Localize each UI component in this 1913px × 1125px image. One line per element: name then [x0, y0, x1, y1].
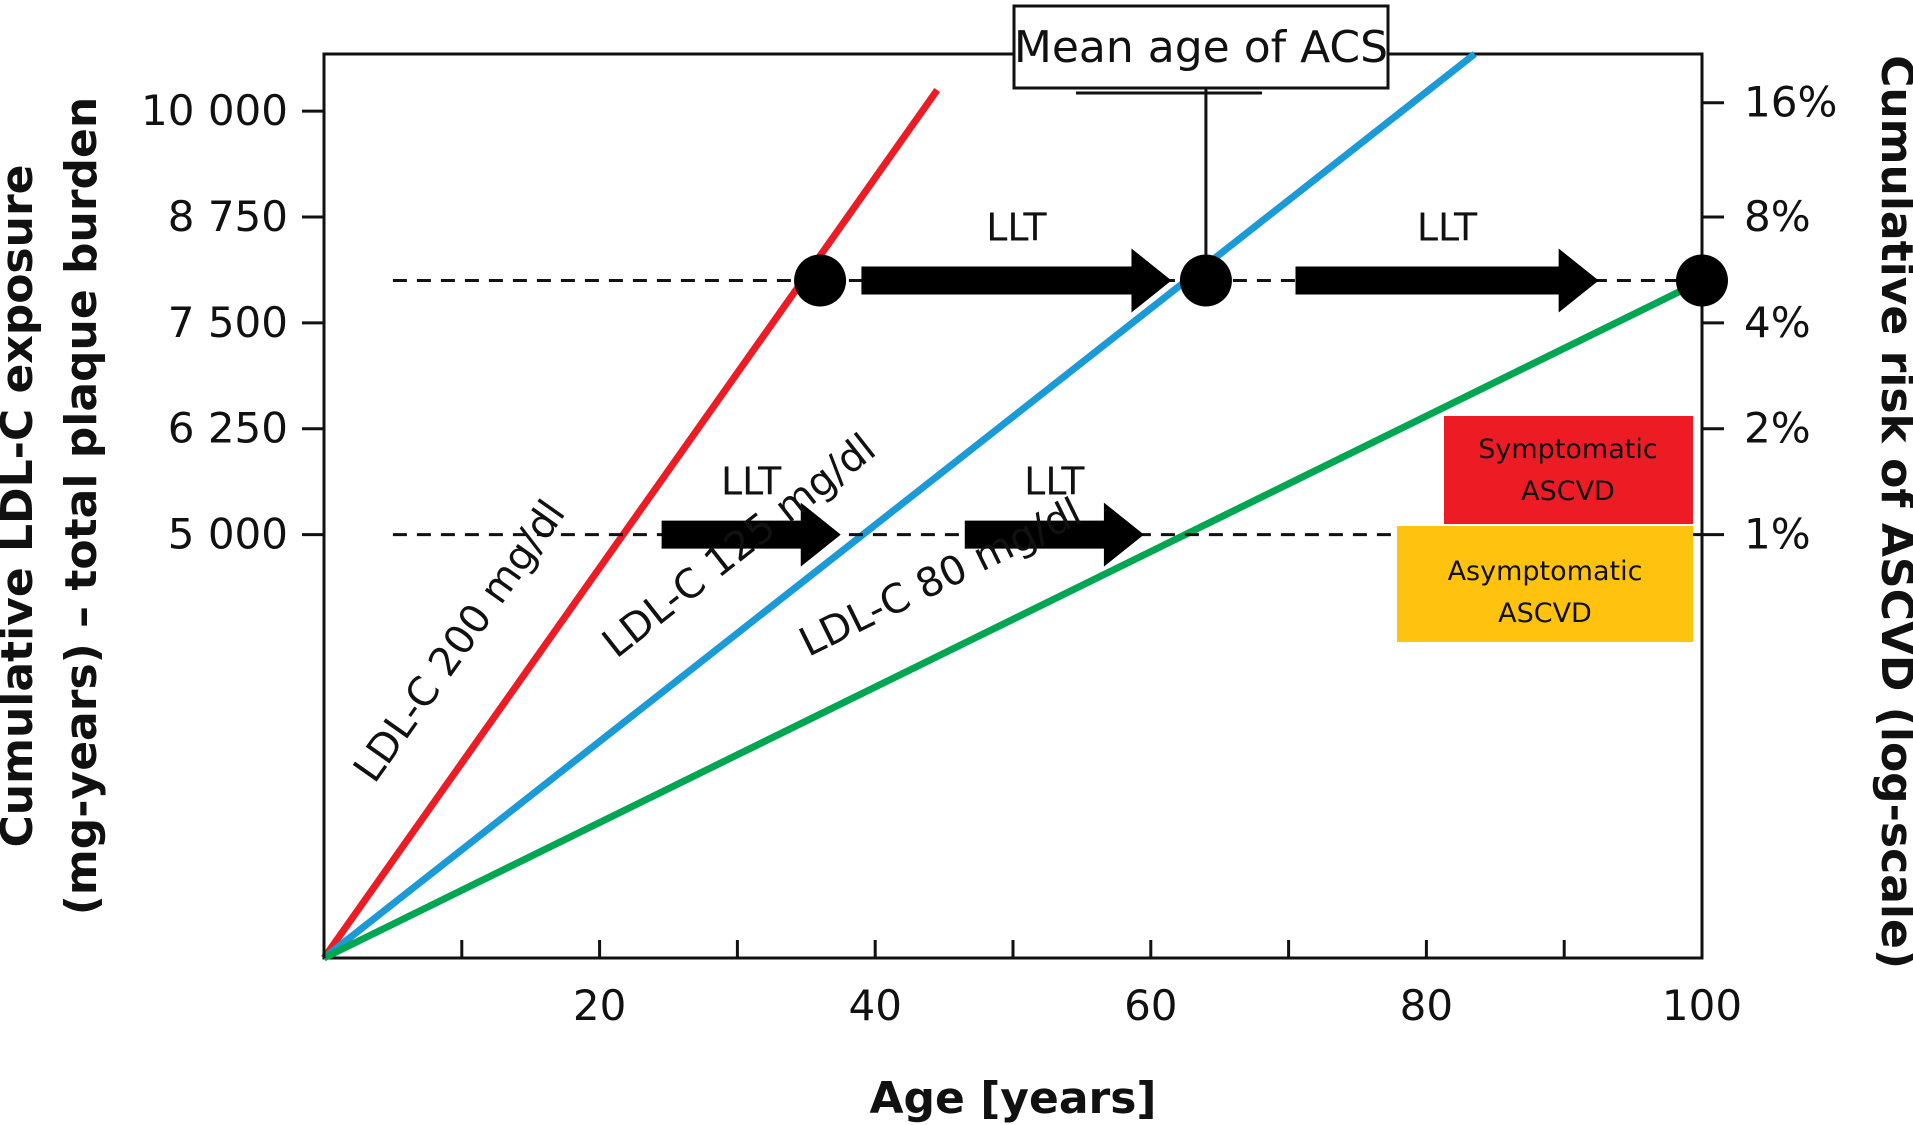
acs-callout-label: Mean age of ACS — [1014, 22, 1388, 73]
x-tick-label: 100 — [1662, 981, 1742, 1030]
arrow-layer: LLT LLT LLT LLT — [661, 206, 1599, 567]
x-tick-label: 60 — [1124, 981, 1177, 1030]
event-marker — [1179, 254, 1232, 307]
y-tick-label: 6 250 — [168, 404, 288, 453]
llt-arrow — [964, 502, 1144, 567]
y-axis-title-line1: Cumulative LDL-C exposure — [0, 165, 43, 848]
event-marker — [794, 254, 847, 307]
y-tick-label: 8 750 — [168, 192, 288, 241]
series-label-200: LDL-C 200 mg/dl — [345, 492, 575, 791]
llt-label: LLT — [721, 460, 782, 504]
series-layer — [321, 51, 1704, 962]
y2-tick-label: 1% — [1744, 510, 1811, 559]
x-tick-label: 40 — [848, 981, 901, 1030]
llt-arrow — [861, 248, 1172, 313]
annotations: Mean age of ACS Symptomatic ASCVD Asymptoma… — [1012, 4, 1693, 642]
series-line — [321, 87, 941, 961]
y-tick-label: 7 500 — [168, 298, 288, 347]
symptomatic-box — [1444, 416, 1693, 524]
symptomatic-label-line1: Symptomatic — [1478, 434, 1657, 465]
series-label-80: LDL-C 80 mg/dl — [792, 489, 1088, 666]
acs-callout-box — [1012, 4, 1390, 90]
y-axis-left: 5 000 6 250 7 500 8 750 10 000 — [141, 86, 324, 559]
y2-tick-label: 4% — [1744, 298, 1811, 347]
asymptomatic-box — [1397, 526, 1693, 642]
axis-titles: Age [years] Cumulative LDL-C exposure (mg-… — [0, 55, 1913, 1124]
event-marker — [1676, 254, 1728, 307]
y-axis-right: 1% 2% 4% 8% 16% — [1702, 78, 1837, 559]
asymptomatic-label-line1: Asymptomatic — [1448, 556, 1643, 587]
y2-tick-label: 2% — [1744, 404, 1811, 453]
y-tick-label: 5 000 — [168, 510, 288, 559]
asymptomatic-label-line2: ASCVD — [1498, 598, 1592, 629]
llt-label: LLT — [986, 206, 1047, 250]
y-tick-label: 10 000 — [141, 86, 288, 135]
x-axis: 20 40 60 80 100 — [322, 940, 1742, 1030]
y2-axis-title: Cumulative risk of ASCVD (log-scale) — [1871, 55, 1913, 969]
x-axis-title: Age [years] — [869, 1073, 1156, 1124]
series-line — [321, 51, 1477, 961]
marker-layer — [794, 254, 1728, 307]
llt-arrow — [661, 502, 841, 567]
series-line — [322, 277, 1704, 962]
x-tick-label: 20 — [573, 981, 626, 1030]
llt-arrow — [1295, 248, 1599, 313]
y-axis-title-line2: (mg-years) – total plaque burden — [56, 97, 107, 915]
y2-tick-label: 16% — [1744, 78, 1837, 127]
y2-tick-label: 8% — [1744, 192, 1811, 241]
x-tick-label: 80 — [1400, 981, 1453, 1030]
symptomatic-label-line2: ASCVD — [1521, 476, 1615, 507]
llt-label: LLT — [1417, 206, 1478, 250]
llt-label: LLT — [1024, 460, 1085, 504]
